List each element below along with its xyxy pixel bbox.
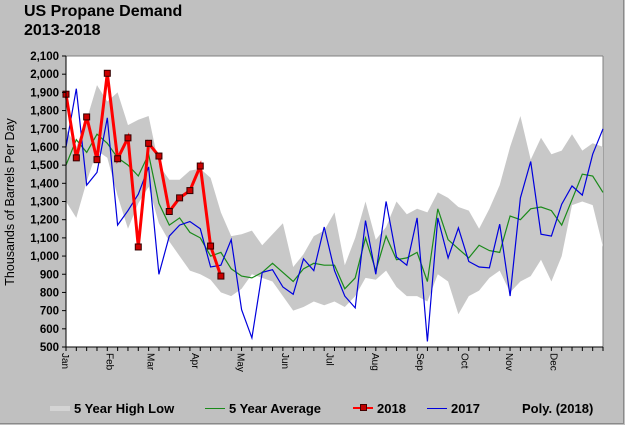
legend-swatch-avg — [205, 407, 225, 409]
point-2018 — [155, 152, 163, 160]
series-line-2017 — [65, 88, 604, 342]
point-2018 — [72, 154, 80, 162]
legend-label-2017: 2017 — [451, 400, 480, 416]
legend: 5 Year High Low 5 Year Average 2018 2017… — [0, 398, 625, 418]
x-tick-label-jul: Jul — [323, 353, 334, 366]
y-tick-label: 1,600 — [30, 142, 59, 154]
legend-marker-2018 — [360, 404, 367, 411]
point-2018 — [114, 155, 122, 163]
y-tick-label: 1,000 — [30, 251, 59, 263]
y-tick-label: 1,800 — [30, 106, 59, 118]
band-high-low — [66, 85, 603, 315]
x-tick-label-apr: Apr — [189, 353, 200, 369]
point-2018 — [124, 134, 132, 142]
y-axis-label: Thousands of Barrels Per Day — [3, 118, 17, 286]
axes-group: 500 600 700 800 900 1,000 1,100 1,200 1,300 1,400… — [30, 51, 604, 372]
point-2018 — [217, 272, 225, 280]
title-line-1: US Propane Demand — [24, 3, 183, 20]
legend-label-2018: 2018 — [377, 400, 406, 416]
legend-item-band: 5 Year High Low — [50, 398, 174, 418]
y-tick-label: 900 — [40, 269, 59, 281]
y-tick-label: 1,500 — [30, 160, 59, 172]
y-tick-label: 2,100 — [30, 51, 59, 63]
x-tick-label-feb: Feb — [103, 353, 114, 371]
chart-title: US Propane Demand 2013-2018 — [24, 2, 182, 40]
x-tick-label-dec: Dec — [548, 353, 559, 371]
series-group — [62, 69, 604, 342]
y-tick-label: 1,200 — [30, 215, 59, 227]
legend-swatch-2018 — [353, 404, 373, 411]
y-tick-label: 800 — [40, 287, 59, 299]
x-tick-label-may: May — [235, 353, 246, 372]
title-line-2: 2013-2018 — [24, 22, 101, 39]
point-2018 — [186, 187, 194, 195]
y-tick-label: 500 — [40, 342, 59, 354]
point-2018 — [134, 243, 142, 251]
series-line-2018 — [64, 73, 223, 277]
y-tick-label: 600 — [40, 324, 59, 336]
y-tick-label: 700 — [40, 306, 59, 318]
x-tick-label-mar: Mar — [145, 353, 156, 371]
legend-label-poly: Poly. (2018) — [522, 400, 594, 416]
y-tick-label: 1,700 — [30, 124, 59, 136]
legend-label-band: 5 Year High Low — [74, 400, 175, 416]
y-tick-label: 1,400 — [30, 178, 59, 190]
legend-label-avg: 5 Year Average — [229, 400, 322, 416]
point-2018 — [207, 242, 215, 250]
x-tick-label-nov: Nov — [503, 353, 514, 371]
point-2018 — [103, 69, 111, 77]
legend-swatch-2017 — [427, 407, 447, 409]
y-tick-label: 1,900 — [30, 87, 59, 99]
x-tick-label-aug: Aug — [369, 353, 380, 371]
y-tick-label: 1,100 — [30, 233, 59, 245]
legend-item-poly: Poly. (2018) — [522, 398, 593, 418]
point-2018 — [196, 162, 204, 170]
legend-item-2018: 2018 — [353, 398, 406, 418]
point-2018 — [176, 194, 184, 202]
point-2018 — [165, 208, 173, 216]
x-tick-label-sep: Sep — [414, 353, 425, 371]
series-line-5-year-average — [65, 133, 604, 290]
point-2018 — [145, 139, 153, 147]
legend-item-2017: 2017 — [427, 398, 480, 418]
x-tick-label-oct: Oct — [459, 353, 470, 369]
band-group — [66, 85, 603, 315]
legend-swatch-band — [50, 405, 70, 411]
point-2018 — [83, 113, 91, 121]
y-tick-label: 1,300 — [30, 197, 59, 209]
y-tick-label: 2,000 — [30, 69, 59, 81]
x-tick-label-jan: Jan — [59, 353, 70, 369]
legend-item-avg: 5 Year Average — [205, 398, 321, 418]
point-2018 — [93, 156, 101, 164]
x-tick-label-jun: Jun — [279, 353, 290, 369]
